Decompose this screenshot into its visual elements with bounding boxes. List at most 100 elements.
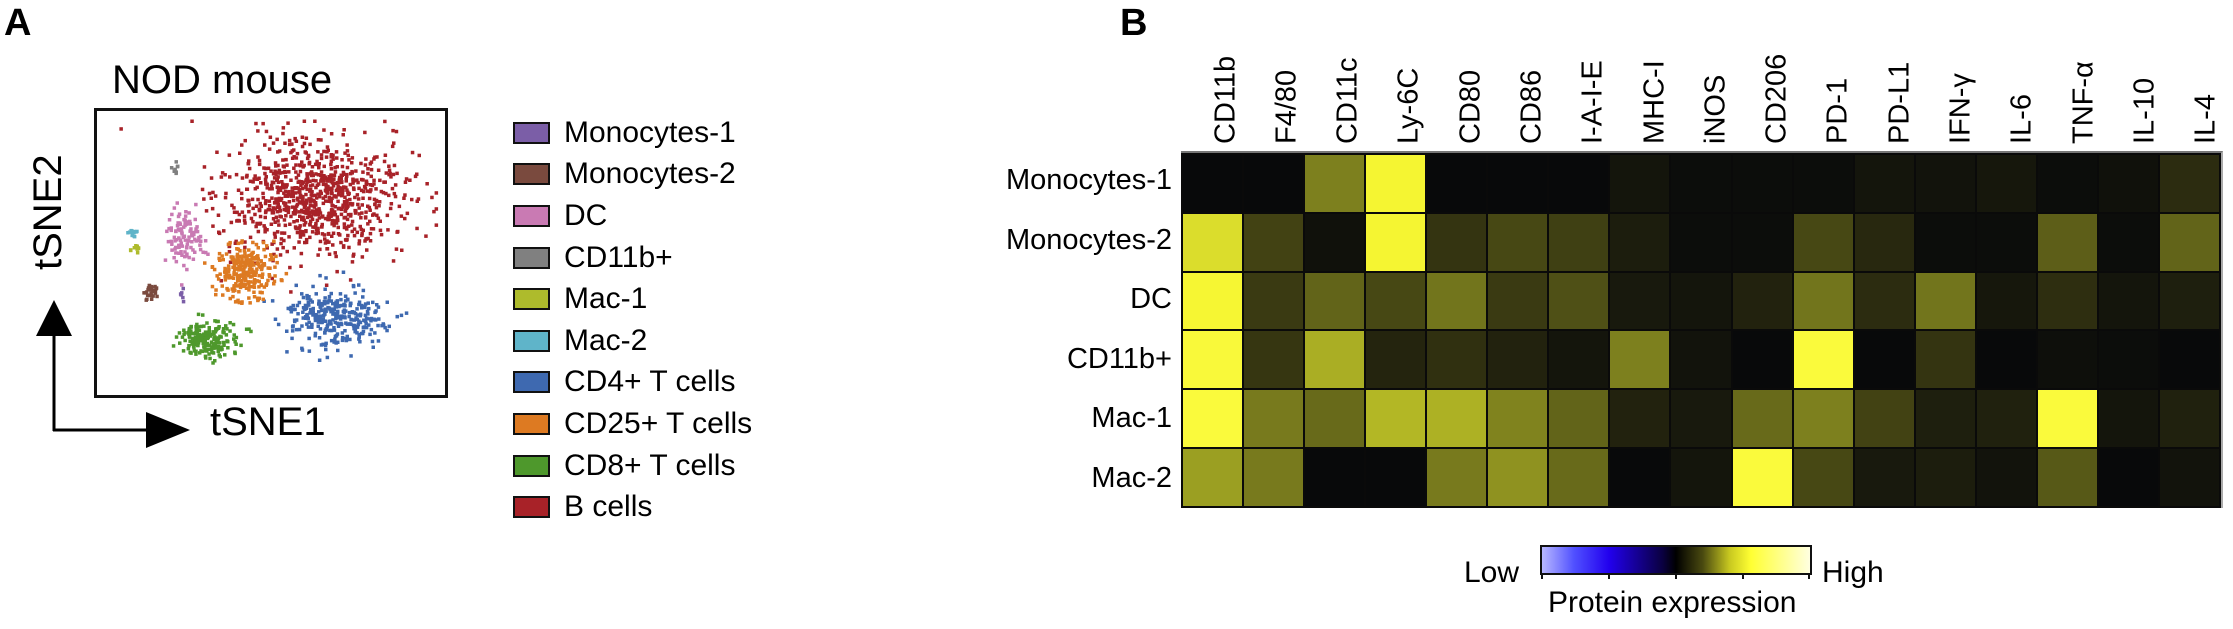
- heatmap-cell: [1183, 449, 1243, 506]
- column-label-text: CD11b: [1209, 55, 1241, 144]
- legend-swatch: [513, 121, 550, 144]
- heatmap-cell: [1427, 390, 1487, 448]
- heatmap-cell: [1549, 449, 1609, 506]
- y-axis-arrow-icon: [36, 300, 72, 336]
- heatmap-cell: [1732, 155, 1792, 212]
- heatmap-cell: [1183, 155, 1243, 212]
- heatmap-cell: [1183, 272, 1243, 330]
- heatmap-column-labels: CD11b F4/80 CD11c Ly-6C CD80 CD86 I-A-I-E MHC-I…: [1181, 0, 2223, 148]
- heatmap-column-label: IL-10: [2100, 0, 2161, 144]
- legend-label: Monocytes-1: [564, 115, 736, 149]
- column-label-text: IL-10: [2128, 77, 2161, 144]
- heatmap-cell: [1732, 390, 1792, 448]
- heatmap-cell: [1854, 213, 1914, 271]
- legend-label: B cells: [564, 490, 653, 524]
- heatmap-cell: [2098, 272, 2158, 330]
- column-label-text: I-A-I-E: [1576, 60, 1609, 144]
- heatmap-cell: [2098, 213, 2158, 271]
- heatmap-cell: [1244, 272, 1304, 330]
- column-label-text: IL-6: [2005, 94, 2038, 144]
- heatmap-cell: [1732, 272, 1792, 330]
- colorbar-low-label: Low: [1464, 556, 1520, 589]
- heatmap-cell: [1610, 155, 1670, 212]
- column-label-text: F4/80: [1270, 69, 1303, 144]
- heatmap-cell: [1488, 449, 1548, 506]
- heatmap-cell: [2037, 213, 2097, 271]
- legend-item: CD25+ T cells: [513, 403, 752, 445]
- heatmap-cell: [2037, 272, 2097, 330]
- heatmap-cell: [2098, 331, 2158, 389]
- heatmap-cell: [1854, 390, 1914, 448]
- heatmap-column-label: IL-4: [2162, 0, 2223, 144]
- legend-item: B cells: [513, 486, 752, 528]
- column-label-text: MHC-I: [1638, 60, 1671, 144]
- colorbar-tick: [1742, 575, 1744, 579]
- colorbar-tick: [1675, 575, 1677, 579]
- heatmap-cell: [1488, 331, 1548, 389]
- heatmap-column-label: MHC-I: [1610, 0, 1671, 144]
- legend-item: CD8+ T cells: [513, 445, 752, 487]
- heatmap-cell: [1976, 331, 2036, 389]
- heatmap-cell: [1793, 331, 1853, 389]
- heatmap-cell: [1549, 390, 1609, 448]
- heatmap-cell: [1671, 390, 1731, 448]
- legend-label: Mac-1: [564, 282, 648, 316]
- tsne-points: [119, 119, 439, 365]
- colorbar: [1540, 545, 1812, 579]
- legend-item: Monocytes-1: [513, 112, 752, 154]
- heatmap-cell: [1671, 272, 1731, 330]
- heatmap-cell: [1976, 213, 2036, 271]
- heatmap-column-label: CD80: [1426, 0, 1487, 144]
- colorbar-tick: [1541, 575, 1543, 579]
- heatmap-cell: [1793, 155, 1853, 212]
- heatmap-cell: [1488, 390, 1548, 448]
- heatmap-cell: [1732, 213, 1792, 271]
- column-label-text: CD80: [1454, 69, 1487, 144]
- heatmap-cell: [1427, 155, 1487, 212]
- heatmap-cell: [1915, 213, 1975, 271]
- heatmap-column-label: I-A-I-E: [1549, 0, 1610, 144]
- heatmap-cell: [1732, 331, 1792, 389]
- heatmap-row-label: DC: [1130, 283, 1172, 315]
- heatmap-cell: [1366, 272, 1426, 330]
- panel-a-label: A: [4, 2, 32, 44]
- heatmap-cell: [1793, 213, 1853, 271]
- legend-label: CD8+ T cells: [564, 448, 736, 482]
- heatmap-cell: [1366, 213, 1426, 271]
- legend-swatch: [513, 246, 550, 269]
- heatmap-column-label: PD-L1: [1855, 0, 1916, 144]
- heatmap-cell: [1183, 390, 1243, 448]
- tsne-x-axis-label: tSNE1: [210, 400, 326, 444]
- heatmap-cell: [1488, 272, 1548, 330]
- column-label-text: TNF-α: [2067, 61, 2100, 144]
- heatmap-cell: [1610, 331, 1670, 389]
- legend-item: DC: [513, 195, 752, 237]
- heatmap-row-label: Mac-2: [1091, 461, 1172, 494]
- column-label-text: CD206: [1760, 53, 1793, 144]
- heatmap-cell: [1366, 155, 1426, 212]
- heatmap-cell: [1732, 449, 1792, 506]
- heatmap-cell: [1976, 449, 2036, 506]
- legend-label: CD25+ T cells: [564, 406, 753, 440]
- heatmap-cell: [1488, 213, 1548, 271]
- heatmap-cell: [1305, 331, 1365, 389]
- heatmap-column-label: iNOS: [1671, 0, 1732, 144]
- heatmap-cell: [1427, 272, 1487, 330]
- heatmap-cell: [1671, 155, 1731, 212]
- heatmap-cell: [2159, 449, 2219, 506]
- heatmap-cell: [1976, 390, 2036, 448]
- legend-item: CD4+ T cells: [513, 362, 752, 404]
- heatmap-cell: [2098, 390, 2158, 448]
- heatmap-column-label: CD11c: [1304, 0, 1365, 145]
- heatmap-column-label: PD-1: [1794, 0, 1855, 144]
- heatmap-cell: [1976, 155, 2036, 212]
- legend-item: Monocytes-2: [513, 154, 752, 196]
- heatmap-cell: [1610, 213, 1670, 271]
- heatmap-cell: [1854, 155, 1914, 212]
- heatmap-cell: [2037, 331, 2097, 389]
- heatmap-cell: [1244, 155, 1304, 212]
- heatmap-cell: [1366, 390, 1426, 448]
- heatmap-cell: [1427, 213, 1487, 271]
- heatmap-cell: [1183, 213, 1243, 271]
- heatmap-column-label: TNF-α: [2039, 0, 2100, 144]
